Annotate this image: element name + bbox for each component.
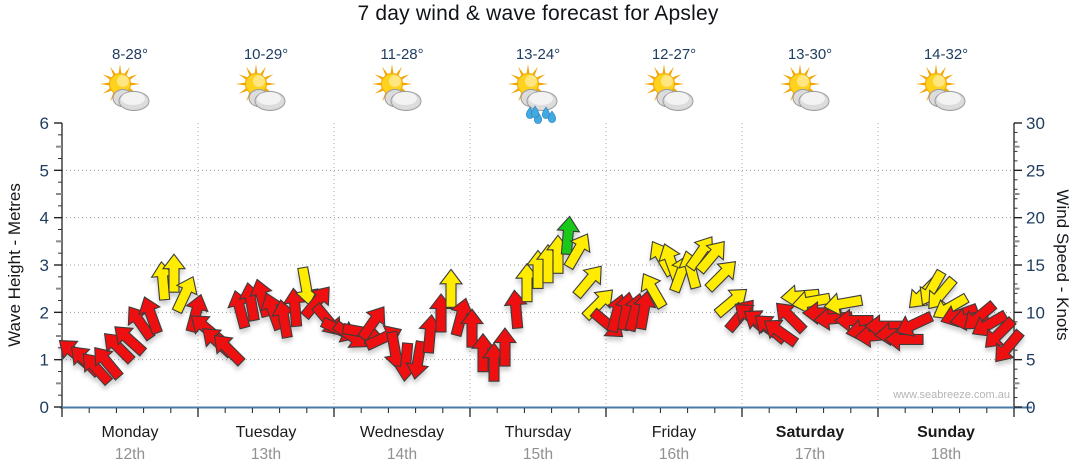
wind-arrow-series bbox=[58, 215, 1025, 387]
wind-arrow bbox=[357, 306, 386, 342]
day-name-label: Monday bbox=[102, 424, 159, 441]
page-title: 7 day wind & wave forecast for Apsley bbox=[357, 2, 719, 25]
right-axis-tick-label: 0 bbox=[1026, 398, 1035, 417]
temperature-range-label: 12-27° bbox=[652, 46, 696, 63]
wind-arrow bbox=[581, 289, 614, 322]
day-name-label: Sunday bbox=[917, 424, 975, 441]
date-label: 15th bbox=[523, 446, 553, 463]
left-axis-tick-label: 4 bbox=[40, 209, 49, 228]
wind-arrow bbox=[775, 302, 808, 335]
weather-icon-partly-cloudy bbox=[780, 64, 830, 111]
axes: 0 1 2 3 4 5 6 0 5 10 15 20 25 30 bbox=[40, 114, 1045, 417]
date-label: 16th bbox=[659, 446, 689, 463]
wind-arrow bbox=[556, 215, 581, 256]
weather-icon-partly-cloudy bbox=[100, 64, 150, 111]
wind-arrow bbox=[632, 290, 657, 331]
wind-arrow bbox=[995, 328, 1025, 363]
right-axis-tick-label: 25 bbox=[1026, 161, 1045, 180]
wind-arrow bbox=[114, 326, 148, 357]
left-axis-tick-label: 6 bbox=[40, 114, 49, 133]
wind-arrow bbox=[213, 334, 246, 367]
wind-arrow bbox=[492, 327, 518, 367]
wind-arrow bbox=[459, 308, 485, 348]
right-axis-tick-label: 15 bbox=[1026, 256, 1045, 275]
left-axis-tick-label: 0 bbox=[40, 398, 49, 417]
wind-arrow bbox=[94, 346, 124, 381]
weather-icon-partly-cloudy bbox=[644, 64, 694, 111]
wind-arrow bbox=[640, 273, 668, 310]
left-axis-tick-label: 1 bbox=[40, 351, 49, 370]
wind-arrow bbox=[895, 311, 935, 337]
wind-arrow bbox=[294, 266, 319, 307]
wind-arrow bbox=[823, 292, 864, 317]
temperature-range-label: 14-32° bbox=[924, 46, 968, 63]
wind-arrow bbox=[405, 340, 430, 380]
day-name-label: Tuesday bbox=[236, 424, 297, 441]
wind-arrow bbox=[161, 253, 187, 293]
date-label: 14th bbox=[387, 446, 417, 463]
left-axis-tick-label: 3 bbox=[40, 256, 49, 275]
day-columns: 8-28° Monday 12th 10-29° Tuesday 13th 11-28° We… bbox=[100, 46, 975, 463]
left-axis-tick-label: 2 bbox=[40, 303, 49, 322]
wind-arrow bbox=[503, 289, 528, 330]
temperature-range-label: 10-29° bbox=[244, 46, 288, 63]
temperature-range-label: 8-28° bbox=[112, 46, 148, 63]
date-label: 13th bbox=[251, 446, 281, 463]
day-name-label: Friday bbox=[652, 424, 696, 441]
wind-arrow bbox=[984, 316, 1017, 348]
date-label: 12th bbox=[115, 446, 145, 463]
date-label: 18th bbox=[931, 446, 961, 463]
temperature-range-label: 11-28° bbox=[380, 46, 423, 63]
right-axis-tick-label: 5 bbox=[1026, 351, 1035, 370]
wind-arrow bbox=[185, 293, 209, 334]
date-label: 17th bbox=[795, 446, 825, 463]
right-axis-tick-label: 20 bbox=[1026, 209, 1045, 228]
wind-arrow bbox=[763, 319, 800, 348]
temperature-range-label: 13-30° bbox=[788, 46, 832, 63]
wind-arrow bbox=[300, 286, 330, 321]
weather-icon-partly-cloudy bbox=[916, 64, 966, 111]
wind-arrow bbox=[282, 287, 307, 328]
wind-arrow bbox=[171, 275, 198, 315]
right-axis-tick-label: 10 bbox=[1026, 303, 1045, 322]
day-name-label: Thursday bbox=[505, 424, 572, 441]
day-name-label: Wednesday bbox=[360, 424, 444, 441]
wind-arrow bbox=[138, 296, 163, 336]
wind-arrow bbox=[695, 240, 725, 275]
wind-arrow bbox=[572, 265, 602, 300]
day-name-label: Saturday bbox=[776, 424, 845, 441]
wind-arrow bbox=[704, 261, 737, 293]
wind-arrow bbox=[563, 233, 591, 271]
wind-arrow bbox=[438, 268, 464, 308]
right-axis-tick-label: 30 bbox=[1026, 114, 1045, 133]
left-axis-tick-label: 5 bbox=[40, 161, 49, 180]
watermark-link[interactable]: www.seabreeze.com.au bbox=[893, 389, 1010, 401]
weather-icon-partly-cloudy bbox=[236, 64, 286, 111]
weather-icon-partly-cloudy bbox=[372, 64, 422, 111]
temperature-range-label: 13-24° bbox=[516, 46, 560, 63]
weather-icon-partly-cloudy-rain bbox=[508, 64, 558, 124]
